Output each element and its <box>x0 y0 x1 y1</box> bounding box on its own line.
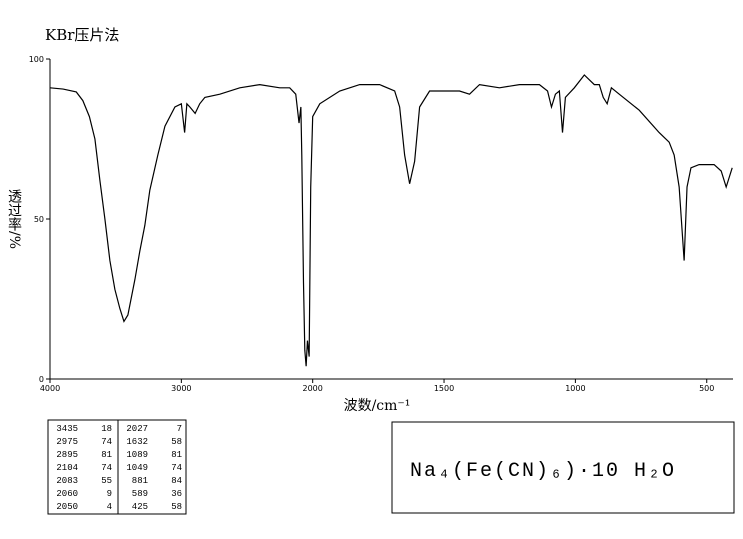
peak-wavenumber: 1049 <box>126 463 148 473</box>
peak-transmittance: 74 <box>171 463 182 473</box>
x-tick-label: 500 <box>699 384 714 393</box>
x-tick-label: 3000 <box>171 384 191 393</box>
y-tick-label: 0 <box>39 375 44 384</box>
x-tick-label: 4000 <box>40 384 60 393</box>
y-tick-label: 100 <box>29 55 44 64</box>
y-axis-label: 透过率/% <box>6 189 22 249</box>
peak-wavenumber: 2027 <box>126 424 148 434</box>
peak-wavenumber: 589 <box>132 489 148 499</box>
peak-transmittance: 9 <box>107 489 112 499</box>
peak-wavenumber: 2104 <box>56 463 78 473</box>
peak-transmittance: 81 <box>101 450 112 460</box>
peak-transmittance: 58 <box>171 437 182 447</box>
peak-transmittance: 18 <box>101 424 112 434</box>
peak-transmittance: 74 <box>101 437 112 447</box>
peak-transmittance: 84 <box>171 476 182 486</box>
compound-formula: Na₄(Fe(CN)₆)·10 H₂O <box>410 460 676 483</box>
peak-wavenumber: 2060 <box>56 489 78 499</box>
peak-wavenumber: 3435 <box>56 424 78 434</box>
peak-wavenumber: 1089 <box>126 450 148 460</box>
peak-wavenumber: 2975 <box>56 437 78 447</box>
spectrum-line <box>49 74 733 367</box>
x-tick-label: 1000 <box>565 384 585 393</box>
peak-transmittance: 7 <box>177 424 182 434</box>
peak-wavenumber: 1632 <box>126 437 148 447</box>
peak-wavenumber: 2050 <box>56 502 78 512</box>
compound-frame <box>391 421 735 514</box>
chart-title: KBr压片法 <box>45 26 119 44</box>
peak-transmittance: 55 <box>101 476 112 486</box>
peak-wavenumber: 425 <box>132 502 148 512</box>
x-axis-label: 波数/cm⁻¹ <box>344 398 411 414</box>
x-tick-label: 2000 <box>303 384 323 393</box>
peak-wavenumber: 881 <box>132 476 148 486</box>
peak-wavenumber: 2083 <box>56 476 78 486</box>
peak-transmittance: 81 <box>171 450 182 460</box>
peak-transmittance: 58 <box>171 502 182 512</box>
x-tick-label: 1500 <box>434 384 454 393</box>
peak-transmittance: 74 <box>101 463 112 473</box>
y-tick-label: 50 <box>34 215 44 224</box>
peak-wavenumber: 2895 <box>56 450 78 460</box>
peak-table-frame <box>47 419 187 515</box>
peak-transmittance: 4 <box>107 502 112 512</box>
peak-transmittance: 36 <box>171 489 182 499</box>
